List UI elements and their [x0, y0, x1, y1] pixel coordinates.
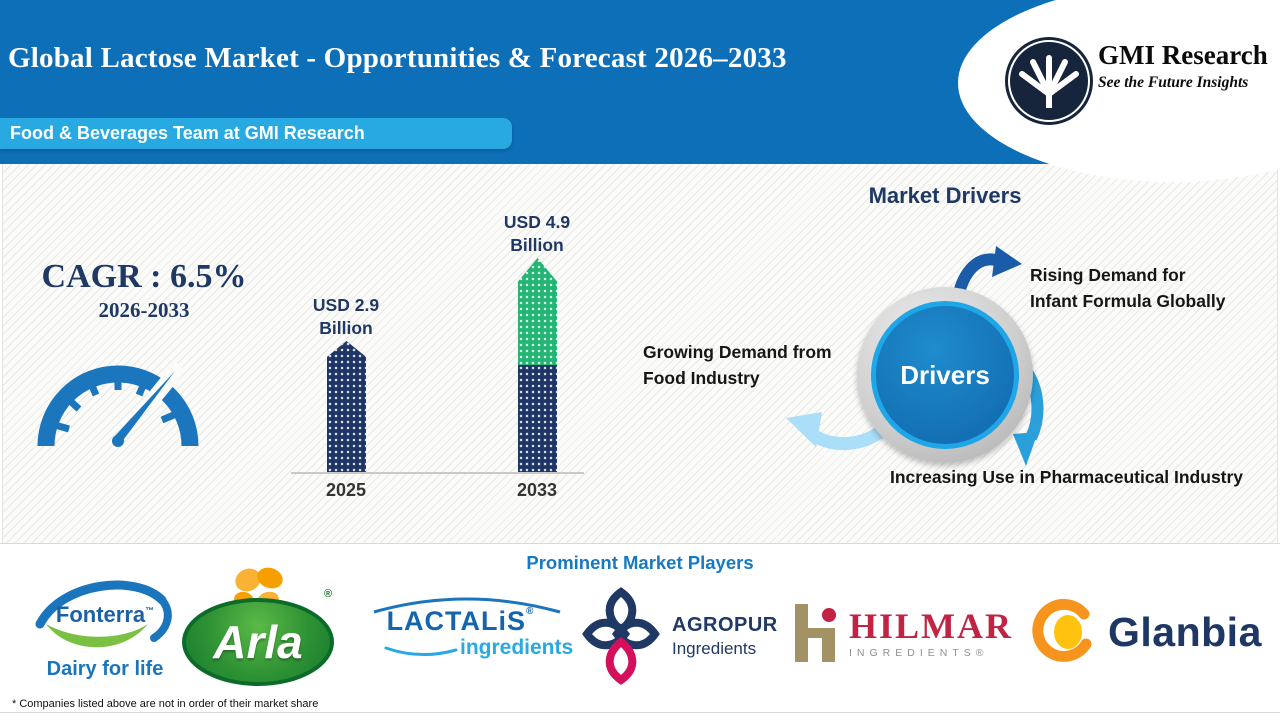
- team-banner-label: Food & Beverages Team at GMI Research: [10, 123, 365, 143]
- team-banner: Food & Beverages Team at GMI Research: [0, 118, 512, 149]
- chart-baseline: [291, 472, 584, 474]
- glanbia-wordmark: Glanbia: [1108, 608, 1262, 655]
- agropur-text: AGROPUR Ingredients: [672, 614, 778, 659]
- cagr-value: CAGR : 6.5%: [41, 258, 247, 295]
- arrow-left-icon: [786, 412, 822, 447]
- hilmar-sub-wordmark: INGREDIENTS®: [849, 646, 989, 659]
- players-title: Prominent Market Players: [526, 552, 754, 573]
- bar-2025: [327, 341, 366, 473]
- glanbia-logo: Glanbia: [1028, 596, 1276, 668]
- arla-wordmark: Arla: [213, 616, 303, 668]
- arrow-top-icon: [992, 246, 1022, 277]
- lactalis-wordmark: LACTALiS®: [386, 606, 535, 636]
- bar-value-2033: USD 4.9 Billion: [503, 212, 571, 255]
- market-drivers-title: Market Drivers: [868, 183, 1022, 208]
- hilmar-monogram-icon: [793, 604, 839, 662]
- gmi-logo-tagline: See the Future Insights: [1098, 74, 1249, 91]
- page-title: Global Lactose Market - Opportunities & …: [8, 42, 787, 74]
- bar-2033: [518, 258, 557, 473]
- fonterra-wordmark: Fonterra™: [55, 602, 155, 627]
- agropur-logo: AGROPUR Ingredients: [580, 584, 800, 688]
- lactalis-logo: LACTALiS® ingredients: [368, 592, 573, 667]
- gmi-fan-icon: [1004, 36, 1094, 126]
- agropur-wordmark: AGROPUR: [672, 613, 778, 636]
- agropur-sub-wordmark: Ingredients: [672, 638, 757, 658]
- bar-2033-growth-segment: [518, 258, 557, 365]
- cagr-period: 2026-2033: [98, 298, 190, 322]
- glanbia-swirl-icon: [1032, 598, 1092, 662]
- footnote: * Companies listed above are not in orde…: [12, 698, 319, 710]
- lactalis-swoosh-icon: [384, 646, 458, 657]
- arla-registered-mark: ®: [324, 588, 333, 600]
- drivers-hub-inner: Drivers: [871, 301, 1019, 449]
- lactalis-sub-wordmark: ingredients: [460, 636, 574, 659]
- bar-value-2025: USD 2.9 Billion: [312, 295, 380, 338]
- driver-rising-demand: Rising Demand for Infant Formula Globall…: [1030, 265, 1226, 311]
- drivers-hub: Drivers: [857, 287, 1033, 463]
- lactalis-arc-icon: [373, 597, 561, 614]
- driver-pharma-use: Increasing Use in Pharmaceutical Industr…: [890, 467, 1244, 487]
- bar-2033-base-segment: [518, 365, 557, 473]
- hilmar-logo: HILMAR INGREDIENTS®: [793, 602, 1023, 664]
- main-panel: [2, 164, 1278, 543]
- arrow-right-icon: [1013, 432, 1038, 466]
- arla-oval: Arla: [182, 598, 334, 686]
- driver-growing-demand: Growing Demand from Food Industry: [643, 342, 832, 388]
- hilmar-wordmark: HILMAR: [849, 605, 1013, 646]
- players-panel: Prominent Market Players Fonterra™ Dairy…: [0, 543, 1280, 713]
- x-label-2033: 2033: [516, 480, 558, 500]
- fonterra-logo: Fonterra™ Dairy for life: [30, 576, 180, 688]
- fonterra-swoosh-icon: [35, 580, 172, 648]
- hilmar-text: HILMAR INGREDIENTS®: [849, 608, 1013, 659]
- gmi-logo-wordmark: GMI Research: [1098, 40, 1268, 70]
- agropur-clover-icon: [582, 587, 660, 685]
- drivers-hub-label: Drivers: [900, 359, 990, 390]
- fonterra-tagline: Dairy for life: [46, 658, 164, 680]
- arla-logo: ® Arla: [178, 566, 340, 690]
- gmi-logo: GMI Research See the Future Insights: [958, 0, 1280, 182]
- drivers-arrows: [770, 240, 1070, 480]
- x-label-2025: 2025: [325, 480, 367, 500]
- speedometer-icon: [32, 338, 204, 457]
